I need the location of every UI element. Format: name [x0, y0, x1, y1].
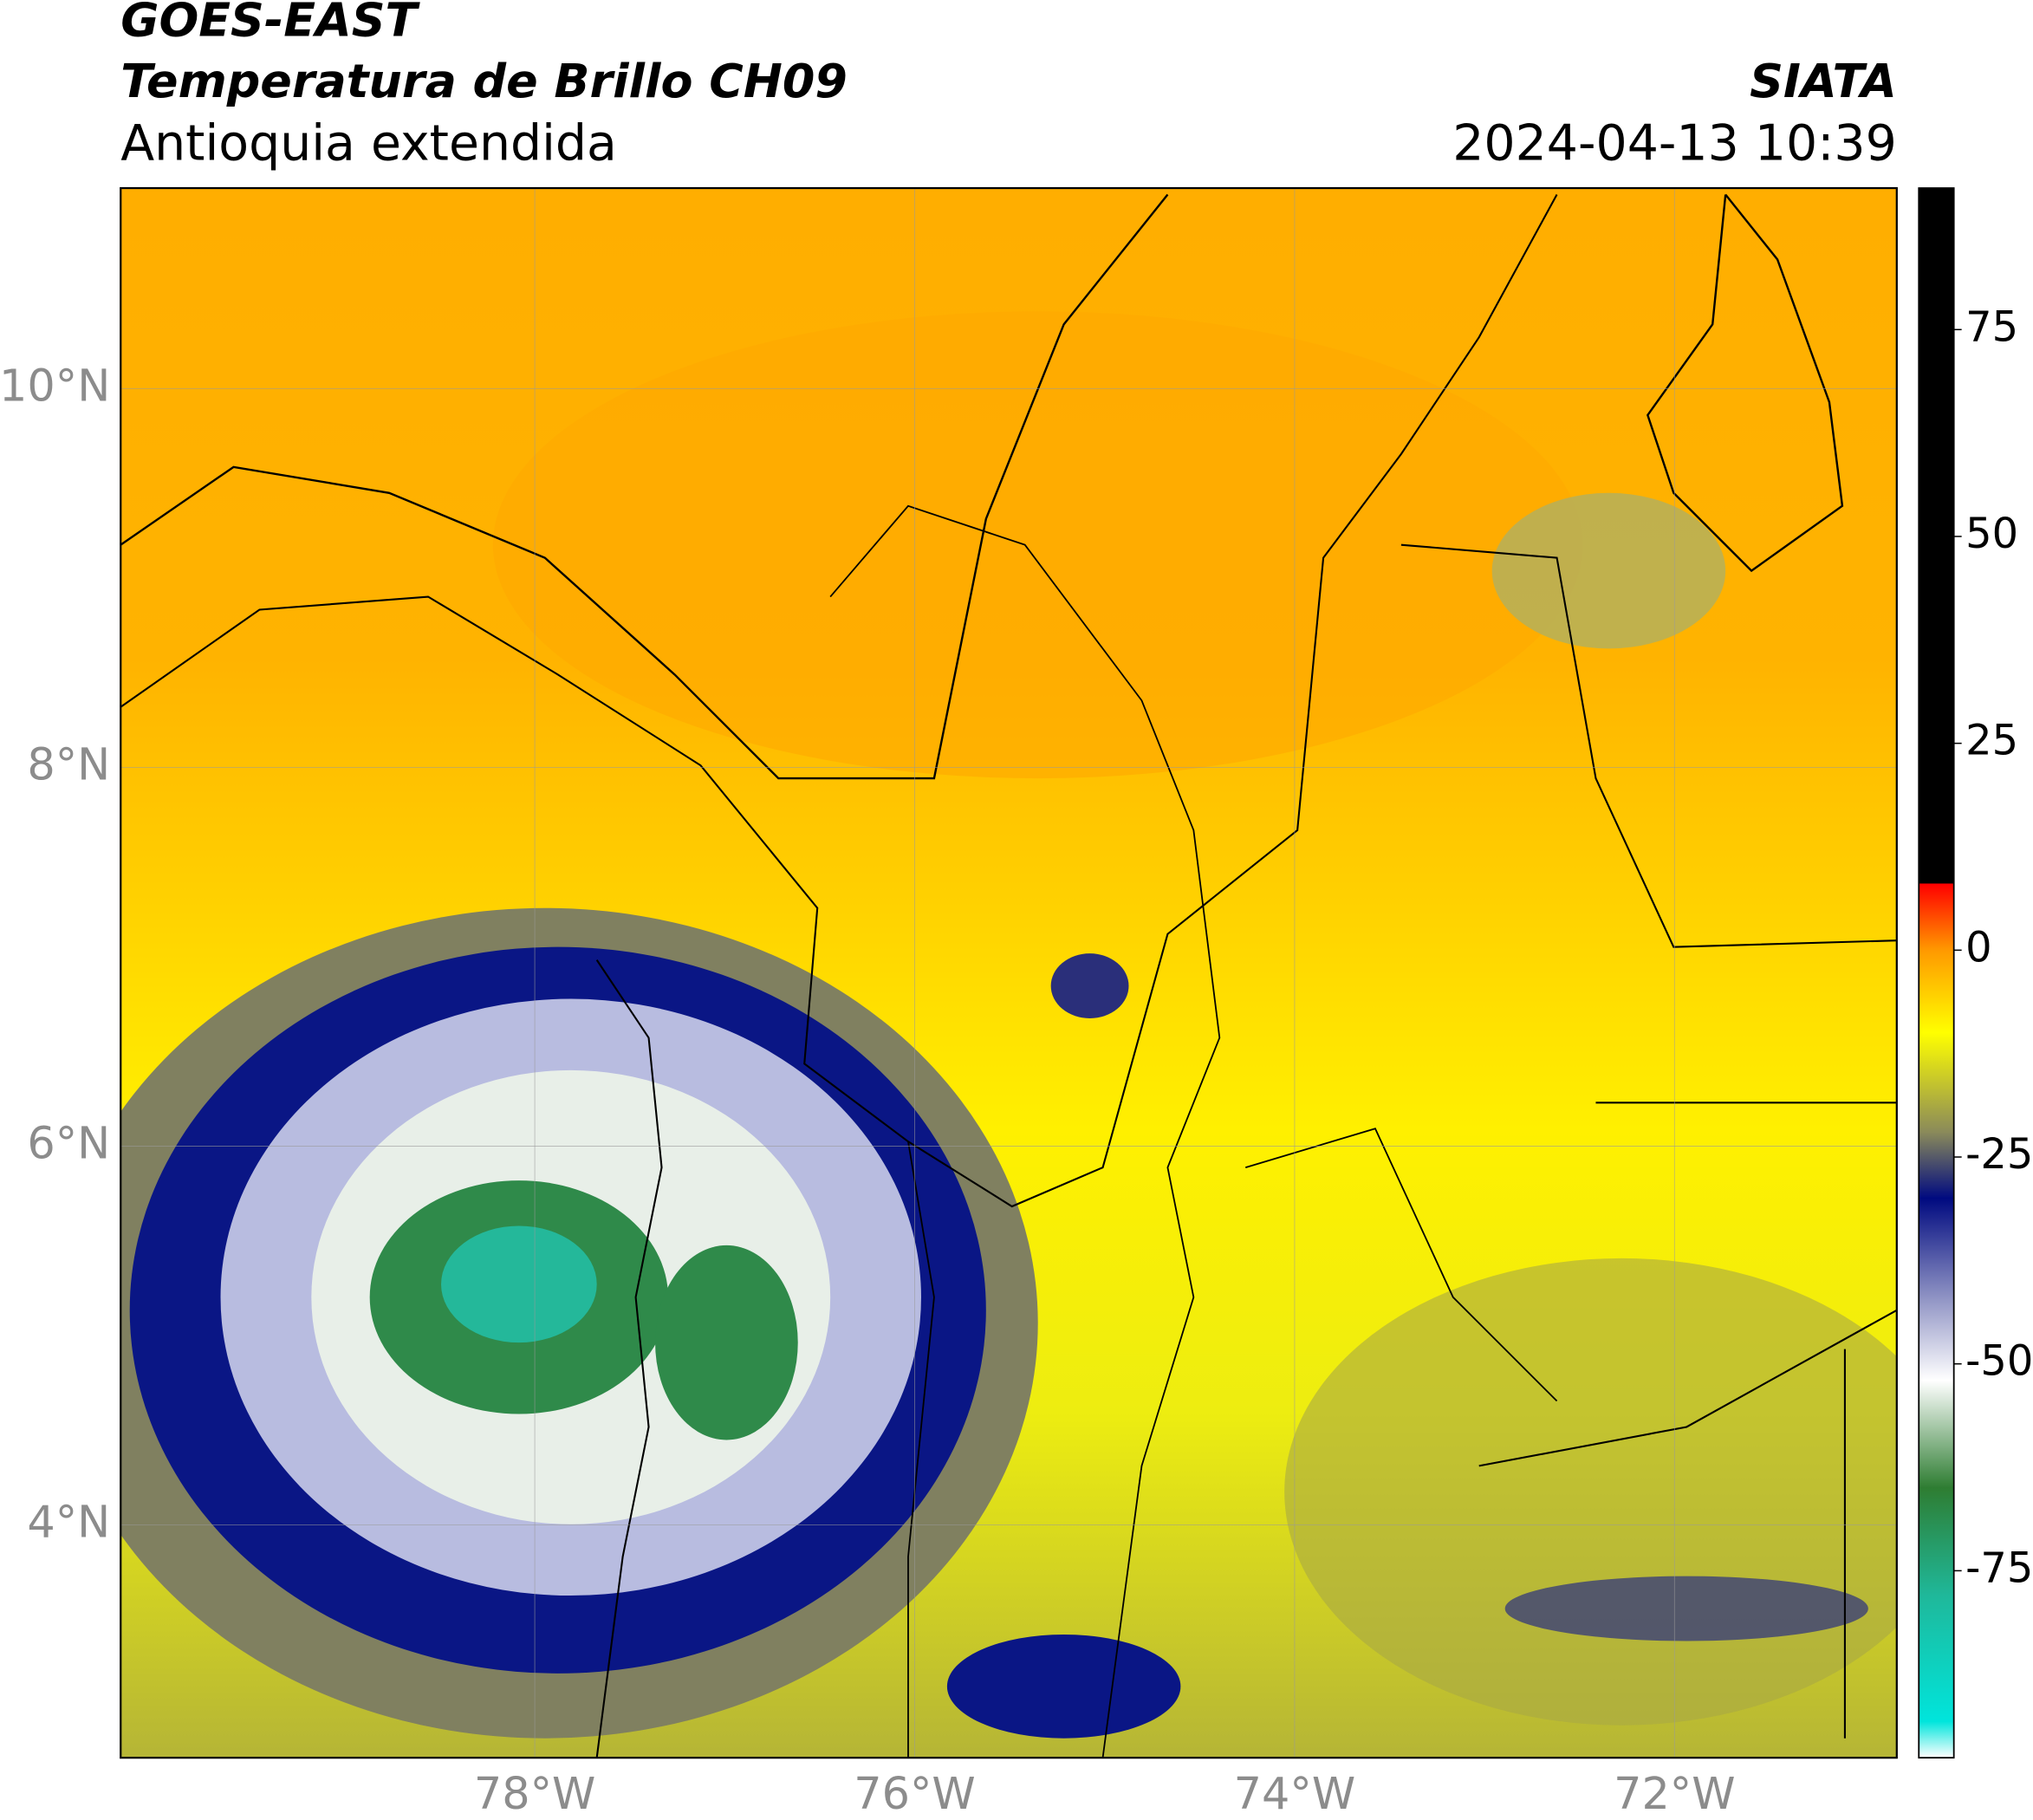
lon-tick-label: 74°W [1234, 1769, 1356, 1820]
subtitle: Temperatura de Brillo CH09 [120, 54, 848, 108]
lat-tick-label: 6°N [27, 1118, 110, 1169]
colorbar [1918, 187, 1955, 1759]
cloud-field [1284, 1258, 1897, 1726]
lat-tick-label: 8°N [27, 740, 110, 791]
storm-core [655, 1245, 798, 1440]
colorbar-tick-label: 0 [1965, 924, 1991, 972]
map-frame [120, 186, 1898, 1759]
coastline [595, 959, 663, 1758]
datetime: 2024-04-13 10:39 [1452, 115, 1897, 172]
lat-tick-label: 10°N [0, 361, 110, 413]
cloud-cell [1050, 953, 1129, 1018]
border [1400, 543, 1897, 1739]
colorbar-tick-label: 50 [1965, 510, 2018, 558]
coastline [120, 193, 1169, 780]
region: Antioquia extendida [120, 115, 617, 172]
colorbar-tick-label: -50 [1965, 1338, 2033, 1386]
graticule [120, 188, 1897, 1758]
lon-tick-label: 72°W [1614, 1769, 1736, 1820]
map-image [120, 188, 1897, 1758]
department-border [829, 504, 1558, 1758]
lon-tick-label: 78°W [474, 1769, 596, 1820]
storm-core [441, 1225, 597, 1343]
colorbar-tick-label: 25 [1965, 718, 2018, 765]
cloud-cell [946, 1634, 1181, 1739]
lat-tick-label: 4°N [27, 1497, 110, 1548]
cloud-band [1504, 1576, 1868, 1641]
border [120, 194, 1558, 1208]
colorbar-tick-label: 75 [1965, 303, 2018, 351]
source: SIATA [1750, 54, 1897, 108]
colorbar-tick-label: -25 [1965, 1131, 2033, 1179]
coastline [1647, 193, 1844, 573]
colorbar-tick-label: -75 [1965, 1544, 2033, 1592]
title: GOES-EAST [120, 0, 420, 48]
cloud-field [1491, 492, 1726, 649]
cloud-field [492, 311, 1583, 779]
lon-tick-label: 76°W [854, 1769, 976, 1820]
